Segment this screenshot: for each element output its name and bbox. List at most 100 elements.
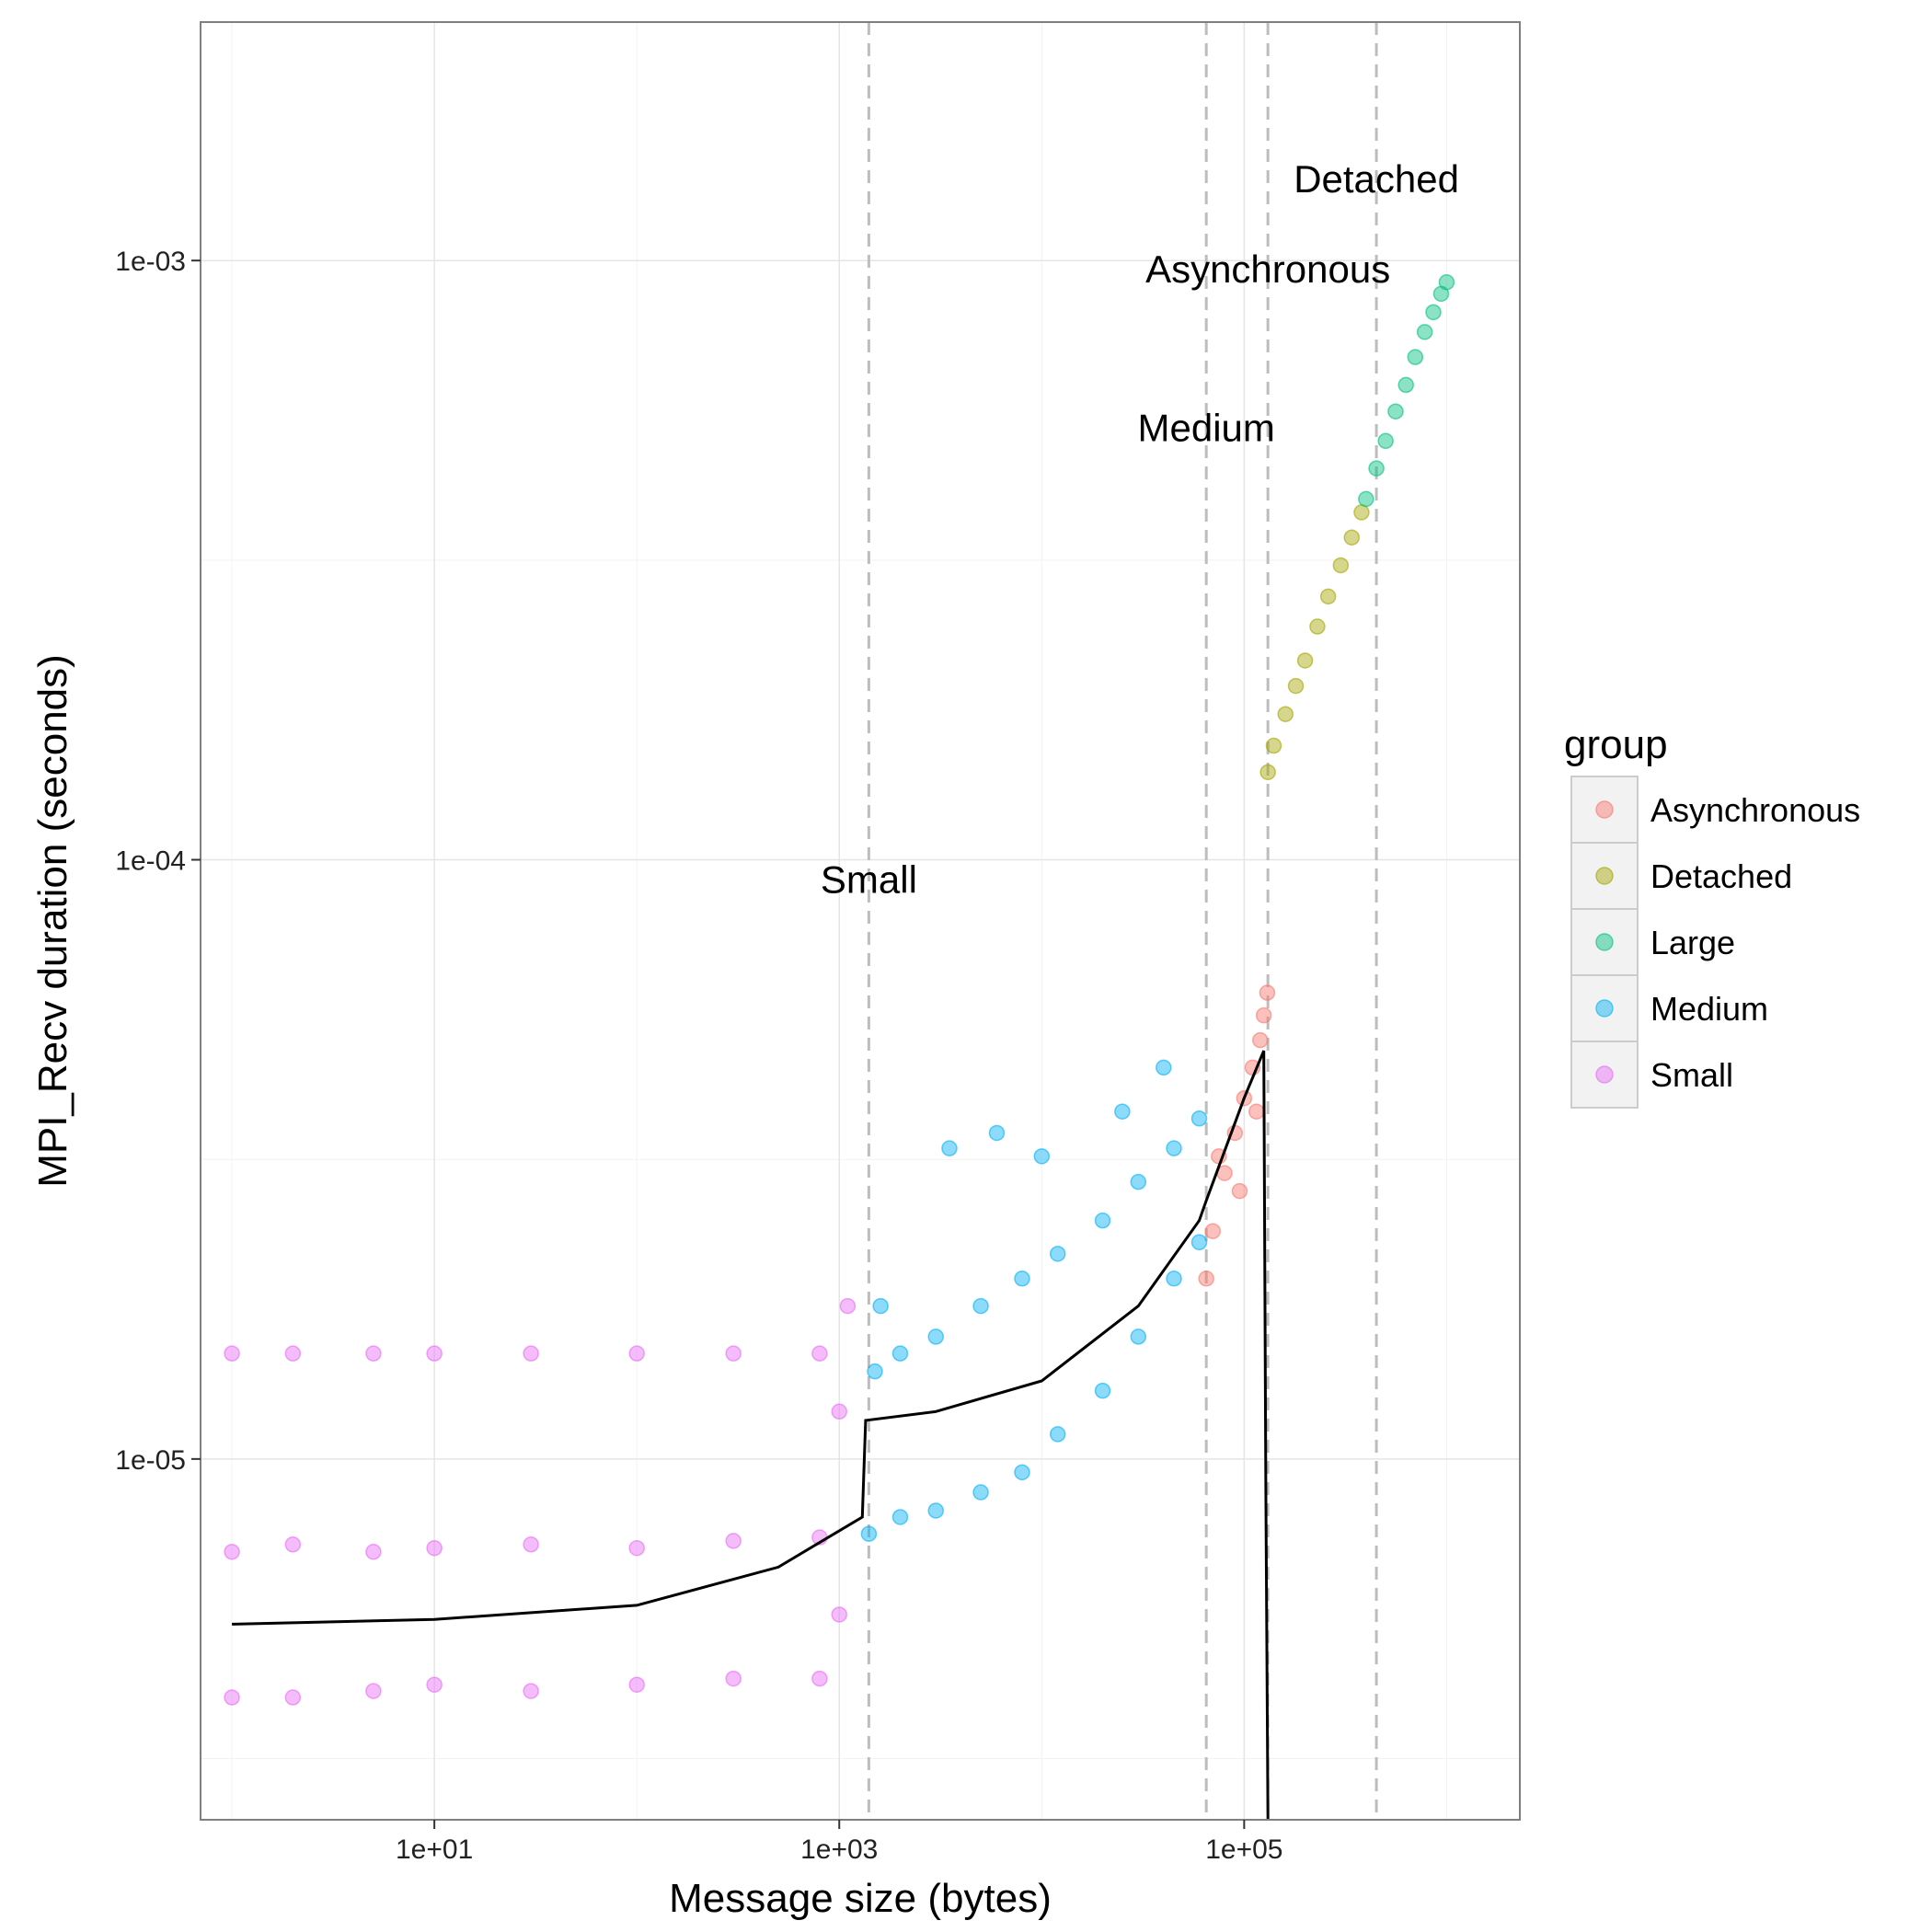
data-point <box>365 1345 382 1362</box>
data-point <box>927 1502 944 1519</box>
data-point <box>831 1606 847 1623</box>
data-point <box>224 1345 240 1362</box>
fit-line-group <box>232 1050 1270 1821</box>
data-point <box>1190 1234 1208 1251</box>
data-point <box>628 1345 645 1362</box>
data-point <box>1190 1110 1208 1127</box>
data-point <box>891 1509 909 1525</box>
y-axis-title: MPI_Recv duration (seconds) <box>30 654 75 1188</box>
data-point <box>1416 324 1433 340</box>
data-point <box>365 1544 382 1560</box>
legend-key-marker <box>1595 800 1614 819</box>
data-point <box>972 1484 989 1501</box>
data-point <box>1156 1059 1172 1076</box>
data-point <box>523 1683 539 1699</box>
data-point <box>1277 706 1294 722</box>
data-point <box>284 1345 302 1362</box>
data-point <box>1438 274 1455 291</box>
x-axis-title: Message size (bytes) <box>669 1876 1052 1921</box>
data-point <box>1397 376 1414 394</box>
annotation-label: Asynchronous <box>1145 247 1390 291</box>
data-point <box>1368 460 1385 477</box>
x-tick-label: 1e+01 <box>396 1834 473 1865</box>
data-point <box>1259 984 1276 1001</box>
data-point <box>1231 1182 1248 1200</box>
data-point <box>811 1345 828 1362</box>
data-point <box>972 1297 989 1315</box>
legend-key-marker <box>1595 933 1614 951</box>
legend-key <box>1570 974 1639 1042</box>
legend-key-marker <box>1595 999 1614 1018</box>
data-point <box>988 1124 1006 1142</box>
data-point <box>426 1539 443 1557</box>
data-point <box>1094 1382 1111 1399</box>
legend-key <box>1570 842 1639 910</box>
region-boundaries <box>867 22 1378 1820</box>
data-point <box>1425 304 1442 321</box>
data-point <box>1248 1103 1265 1120</box>
gridlines <box>201 22 1520 1820</box>
legend-label: Small <box>1650 1056 1733 1094</box>
annotation-label: Small <box>821 858 917 902</box>
x-tick-label: 1e+03 <box>800 1834 878 1865</box>
data-point <box>628 1539 645 1557</box>
annotation-label: Medium <box>1137 406 1274 449</box>
region-annotations: Small Medium Asynchronous Detached <box>821 157 1459 902</box>
panel-border <box>200 21 1521 1821</box>
legend-key-marker <box>1595 867 1614 885</box>
data-point <box>725 1533 742 1549</box>
data-point <box>426 1676 443 1693</box>
data-point <box>941 1140 958 1156</box>
data-point <box>1377 432 1394 450</box>
series-detached <box>1259 504 1370 781</box>
legend-label: Detached <box>1650 857 1792 895</box>
series-medium <box>860 1059 1208 1542</box>
data-point <box>1353 504 1370 521</box>
data-point <box>1130 1173 1147 1190</box>
data-point <box>523 1536 539 1553</box>
axes: 1e+01 1e+03 1e+05 1e-05 1e-04 1e-03 <box>115 247 1282 1865</box>
data-point <box>1130 1328 1147 1345</box>
data-point <box>1014 1271 1030 1287</box>
data-point <box>1049 1246 1066 1262</box>
data-point <box>628 1676 645 1693</box>
data-point <box>523 1345 539 1362</box>
data-point <box>725 1670 742 1687</box>
legend-key <box>1570 776 1639 844</box>
legend-title: group <box>1564 722 1668 767</box>
y-tick-label: 1e-03 <box>115 247 186 277</box>
data-point <box>725 1345 742 1362</box>
y-tick-label: 1e-05 <box>115 1445 186 1476</box>
data-point <box>839 1297 857 1315</box>
legend-label: Large <box>1650 924 1735 961</box>
data-point <box>224 1544 240 1560</box>
data-point <box>1387 403 1404 420</box>
data-point <box>1166 1271 1182 1287</box>
data-point <box>1094 1212 1111 1229</box>
data-point <box>1407 349 1424 365</box>
data-point <box>426 1345 443 1362</box>
data-point <box>284 1689 302 1706</box>
data-point <box>1204 1223 1222 1239</box>
data-point <box>1198 1271 1214 1287</box>
series-small <box>224 1297 857 1706</box>
legend-label: Medium <box>1650 990 1768 1028</box>
data-point <box>1265 737 1282 754</box>
data-point <box>1309 618 1326 635</box>
data-point <box>1049 1426 1066 1443</box>
data-point <box>867 1363 883 1380</box>
annotation-label: Detached <box>1294 157 1459 201</box>
data-point <box>284 1536 302 1553</box>
data-point <box>1255 1006 1272 1024</box>
data-point <box>1358 490 1374 508</box>
data-point <box>1287 677 1305 695</box>
data-point <box>860 1525 878 1542</box>
data-point <box>927 1328 944 1345</box>
data-point <box>831 1403 847 1420</box>
legend-label: Asynchronous <box>1650 791 1860 829</box>
data-point <box>1033 1148 1051 1165</box>
data-point <box>365 1683 382 1699</box>
data-point <box>1259 764 1276 781</box>
data-point <box>1166 1140 1182 1156</box>
